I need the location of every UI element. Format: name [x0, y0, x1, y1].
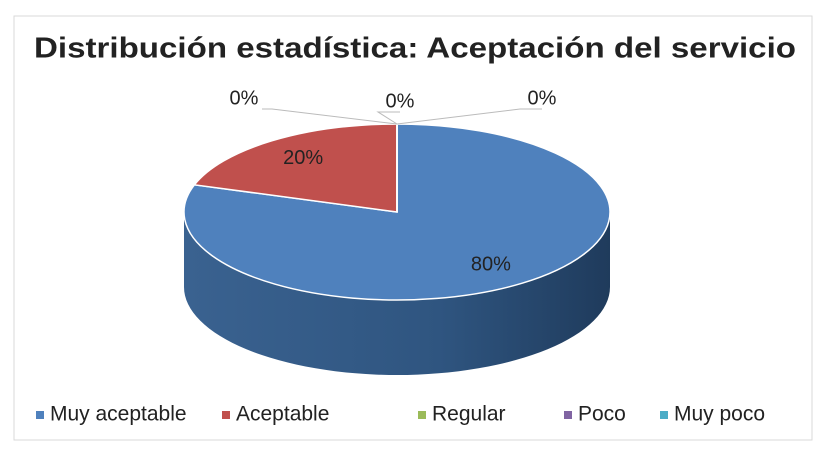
leader-line [396, 108, 542, 125]
legend-swatch [418, 411, 426, 419]
legend-swatch [660, 411, 668, 419]
data-label: 20% [283, 147, 323, 169]
chart-title: Distribución estadística: Aceptación del… [34, 33, 796, 65]
data-label: 80% [471, 254, 511, 276]
data-label: 0% [230, 87, 259, 109]
legend-swatch [222, 411, 230, 419]
legend-swatch [36, 411, 44, 419]
legend-swatch [564, 411, 572, 419]
slice [193, 123, 398, 213]
data-label: 0% [386, 90, 415, 112]
data-label: 0% [528, 87, 557, 109]
legend-label: Muy poco [674, 403, 765, 426]
leader-line [262, 108, 398, 125]
legend-label: Regular [432, 403, 506, 426]
legend-label: Poco [578, 403, 626, 426]
legend-label: Muy aceptable [50, 403, 187, 426]
legend-label: Aceptable [236, 403, 329, 426]
slice-side [184, 212, 610, 375]
leader-line [376, 111, 400, 125]
